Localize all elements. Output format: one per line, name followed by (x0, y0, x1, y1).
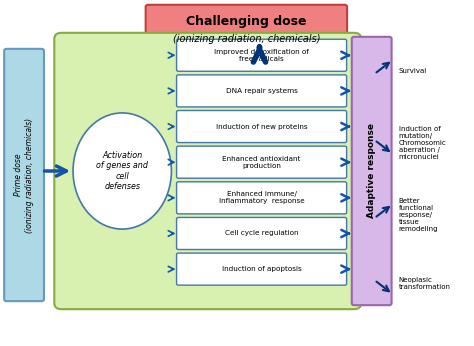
Text: Adaptive response: Adaptive response (367, 124, 376, 218)
FancyBboxPatch shape (177, 146, 346, 178)
Text: Enhanced antioxidant
production: Enhanced antioxidant production (222, 156, 301, 169)
Text: Challenging dose: Challenging dose (186, 15, 307, 28)
Text: Improved detoxification of
free radicals: Improved detoxification of free radicals (214, 49, 309, 62)
Ellipse shape (73, 113, 172, 229)
FancyBboxPatch shape (55, 33, 361, 309)
Text: Neoplasic
transformation: Neoplasic transformation (399, 277, 451, 290)
FancyBboxPatch shape (352, 37, 392, 305)
FancyBboxPatch shape (4, 49, 44, 301)
Text: Activation
of genes and
cell
defenses: Activation of genes and cell defenses (96, 151, 148, 191)
Text: Cell cycle regulation: Cell cycle regulation (225, 230, 298, 236)
Text: DNA repair systems: DNA repair systems (226, 88, 298, 94)
FancyBboxPatch shape (177, 217, 346, 249)
Text: Better
functional
response/
tissue
remodeling: Better functional response/ tissue remod… (399, 198, 438, 232)
Text: Prime dose
(ionizing radiation, chemicals): Prime dose (ionizing radiation, chemical… (14, 117, 34, 233)
Text: Induction of
mutation/
Chromosomic
aberration /
micronuclei: Induction of mutation/ Chromosomic aberr… (399, 126, 447, 160)
FancyBboxPatch shape (177, 110, 346, 143)
FancyBboxPatch shape (177, 75, 346, 107)
FancyBboxPatch shape (177, 39, 346, 71)
Text: Enhanced immune/
Inflammatory  response: Enhanced immune/ Inflammatory response (219, 191, 304, 204)
Text: Survival: Survival (399, 68, 427, 74)
FancyBboxPatch shape (177, 182, 346, 214)
Text: Induction of new proteins: Induction of new proteins (216, 124, 308, 129)
Text: (ionizing radiation, chemicals): (ionizing radiation, chemicals) (173, 34, 320, 44)
Text: Induction of apoptosis: Induction of apoptosis (222, 266, 301, 272)
FancyBboxPatch shape (146, 5, 347, 53)
FancyBboxPatch shape (177, 253, 346, 285)
